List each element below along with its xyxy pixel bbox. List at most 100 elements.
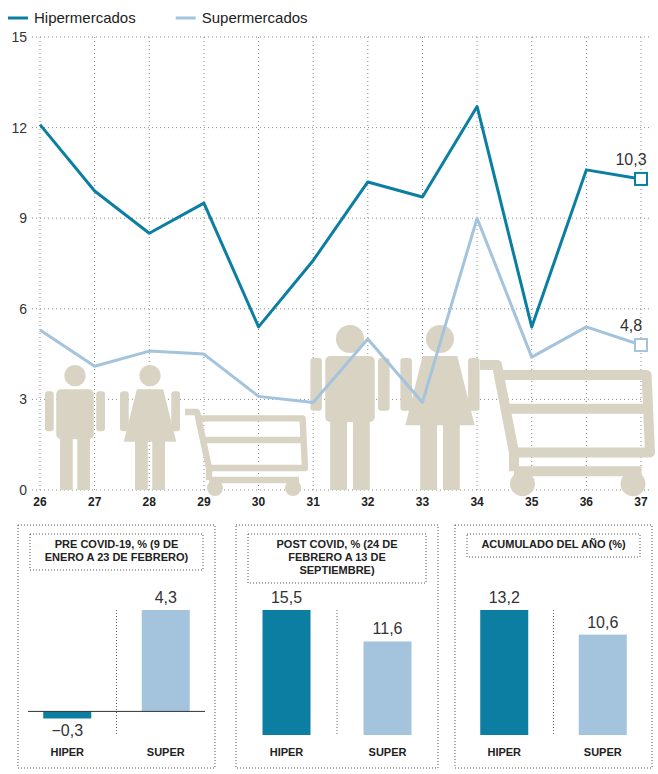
y-tick-label: 6 [19, 301, 27, 317]
icon-body [405, 356, 474, 425]
x-tick-label: 31 [307, 495, 321, 509]
data-label: 10,3 [615, 151, 646, 168]
icon-cart-basket [480, 365, 650, 453]
title-line: SEPTIEMBRE) [299, 564, 375, 576]
icon-leg [420, 420, 437, 490]
title-box [30, 534, 203, 570]
legend-label: Hipermercados [34, 9, 136, 26]
icon-cart-wheel [210, 483, 220, 493]
icon-arm [468, 358, 480, 411]
x-tick-label: 37 [634, 495, 648, 509]
icon-cart [480, 365, 650, 491]
data-label: 4,3 [155, 589, 177, 606]
x-grid [641, 37, 642, 490]
panel-title: PRE COVID-19, % (9 DEENERO A 23 DE FEBRE… [45, 538, 189, 563]
axis-line [116, 610, 117, 735]
x-tick-label: 30 [252, 495, 266, 509]
bars [263, 610, 412, 735]
icon-leg [443, 420, 460, 490]
title-line: ACUMULADO DEL AÑO (%) [481, 538, 626, 550]
x-grid [586, 37, 587, 490]
icon-leg [135, 437, 148, 490]
bar [480, 610, 528, 735]
axis-line [337, 610, 338, 735]
plot-area [40, 106, 647, 402]
legend-swatch [8, 17, 28, 20]
x-grid [203, 37, 204, 490]
title-box [248, 534, 426, 583]
x-tick-label: SUPER [147, 746, 185, 758]
x-tick-label: 27 [88, 495, 102, 509]
zero-line [28, 711, 205, 712]
title-line: FEBRERO A 13 DE [288, 551, 386, 563]
icon-body [124, 389, 177, 442]
panel-title: POST COVID, % (24 DEFEBRERO A 13 DESEPTI… [276, 538, 397, 576]
icon-leg [60, 437, 73, 490]
bar-panel: POST COVID, % (24 DEFEBRERO A 13 DESEPTI… [236, 525, 438, 768]
bar-panel: PRE COVID-19, % (9 DEENERO A 23 DE FEBRE… [18, 525, 215, 768]
data-label: 13,2 [489, 589, 520, 606]
bar [364, 641, 412, 735]
data-label: 11,6 [373, 620, 403, 637]
x-tick-label: HIPER [487, 746, 521, 758]
x-tick-label: HIPER [270, 746, 304, 758]
icon-arm [120, 391, 129, 431]
data-label: 15,5 [271, 589, 302, 606]
icon-cart-bar [507, 404, 648, 414]
icon-cart-frame [209, 477, 299, 483]
y-grid [32, 308, 650, 309]
icon-body [325, 356, 375, 422]
data-label: 10,6 [587, 614, 618, 631]
x-grid [313, 37, 314, 490]
panel-title: ACUMULADO DEL AÑO (%) [481, 538, 626, 550]
icon-cart-frame [514, 466, 642, 476]
icon-leg [152, 437, 165, 490]
icon-leg [77, 437, 90, 490]
title-box [467, 534, 640, 557]
bars [480, 610, 627, 735]
x-tick-label: 35 [525, 495, 539, 509]
icon-body [56, 389, 94, 439]
icon-cart-wheel [626, 476, 641, 491]
x-grid [40, 37, 41, 490]
y-tick-label: 0 [19, 482, 27, 498]
icon-leg [353, 420, 370, 490]
x-grid [531, 37, 532, 490]
x-tick-label: HIPER [50, 746, 84, 758]
icon-cart-wheel [515, 476, 530, 491]
icon-cart-bar [204, 437, 304, 443]
bar [43, 711, 91, 718]
bar [263, 610, 311, 735]
icon-arm [171, 391, 180, 431]
y-tick-label: 9 [19, 210, 27, 226]
x-tick-label: SUPER [369, 746, 407, 758]
x-tick-label: 36 [580, 495, 594, 509]
point-marker [635, 173, 647, 185]
y-tick-label: 3 [19, 391, 27, 407]
x-grid [94, 37, 95, 490]
icon-arm [45, 391, 54, 431]
legend-entry: Hipermercados [8, 9, 136, 26]
y-tick-label: 12 [11, 120, 27, 136]
x-tick-label: 34 [470, 495, 484, 509]
canvas: HipermercadosSupermercados03691215262728… [0, 0, 658, 774]
line-series [40, 218, 641, 402]
icon-head [139, 365, 160, 386]
bar [579, 635, 627, 735]
legend-entry: Supermercados [176, 9, 308, 26]
legend-label: Supermercados [202, 9, 308, 26]
icon-arm [96, 391, 105, 431]
icon-head [64, 365, 85, 386]
x-tick-label: 33 [416, 495, 430, 509]
icon-leg [330, 420, 347, 490]
axis-line [553, 610, 554, 735]
y-grid [32, 127, 650, 128]
y-tick-label: 15 [11, 29, 27, 45]
x-tick-label: 32 [361, 495, 375, 509]
title-line: PRE COVID-19, % (9 DE [55, 538, 178, 550]
icon-cart-basket [185, 412, 305, 468]
bars [43, 610, 190, 718]
panel-border [455, 525, 652, 768]
x-grid [477, 37, 478, 490]
panel-border [18, 525, 215, 768]
